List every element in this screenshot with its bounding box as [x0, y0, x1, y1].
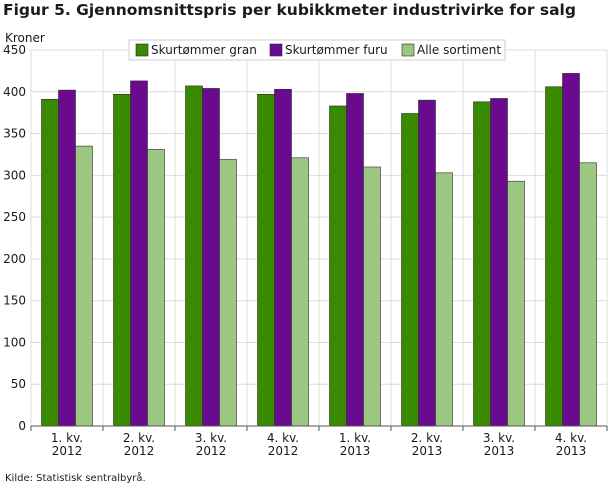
x-tick-label: 2013	[484, 444, 515, 458]
y-tick-label: 250	[3, 210, 26, 224]
bar	[202, 88, 220, 427]
bar	[130, 80, 148, 427]
bar	[147, 149, 165, 427]
x-tick-label: 2013	[556, 444, 587, 458]
y-tick-label: 400	[3, 85, 26, 99]
x-tick-label: 2013	[412, 444, 443, 458]
bar	[507, 180, 525, 427]
y-tick-label: 350	[3, 127, 26, 141]
x-tick-label: 2012	[124, 444, 155, 458]
bar	[562, 73, 580, 427]
bar	[274, 88, 292, 427]
chart-title: Figur 5. Gjennomsnittspris per kubikkmet…	[3, 1, 576, 19]
x-tick-label: 3. kv.	[195, 431, 227, 445]
y-tick-label: 150	[3, 294, 26, 308]
bar	[329, 105, 347, 427]
x-tick-label: 2012	[52, 444, 83, 458]
legend-swatch	[269, 43, 283, 57]
bar	[257, 93, 275, 427]
legend-swatch	[401, 43, 415, 57]
source-note: Kilde: Statistisk sentralbyrå.	[5, 473, 146, 484]
bar	[545, 86, 563, 427]
legend-label: Skurtømmer gran	[151, 43, 257, 57]
bar	[346, 93, 364, 427]
bar	[291, 157, 309, 427]
y-axis-label: Kroner	[5, 31, 45, 45]
x-tick-label: 2012	[196, 444, 227, 458]
x-tick-label: 4. kv.	[267, 431, 299, 445]
x-tick-label: 2. kv.	[411, 431, 443, 445]
bar	[75, 145, 93, 427]
y-tick-label: 100	[3, 335, 26, 349]
legend-swatch	[135, 43, 149, 57]
x-tick-label: 2. kv.	[123, 431, 155, 445]
x-tick-label: 1. kv.	[51, 431, 83, 445]
bar	[579, 162, 597, 427]
bar	[363, 166, 381, 427]
legend-label: Alle sortiment	[417, 43, 501, 57]
y-tick-label: 300	[3, 168, 26, 182]
x-tick-label: 1. kv.	[339, 431, 371, 445]
bar	[58, 89, 76, 427]
bar	[490, 98, 508, 427]
y-tick-label: 0	[18, 419, 26, 433]
bar	[113, 93, 131, 427]
x-tick-label: 2013	[340, 444, 371, 458]
bar	[219, 159, 237, 427]
bar	[41, 98, 59, 427]
bar	[435, 172, 453, 427]
x-tick-label: 3. kv.	[483, 431, 515, 445]
x-tick-label: 2012	[268, 444, 299, 458]
y-tick-label: 200	[3, 252, 26, 266]
y-tick-label: 450	[3, 43, 26, 57]
bar	[401, 113, 419, 427]
x-tick-label: 4. kv.	[555, 431, 587, 445]
bar	[185, 85, 203, 427]
y-tick-label: 50	[11, 377, 26, 391]
bar	[418, 99, 436, 427]
bar	[473, 101, 491, 427]
legend-label: Skurtømmer furu	[285, 43, 388, 57]
